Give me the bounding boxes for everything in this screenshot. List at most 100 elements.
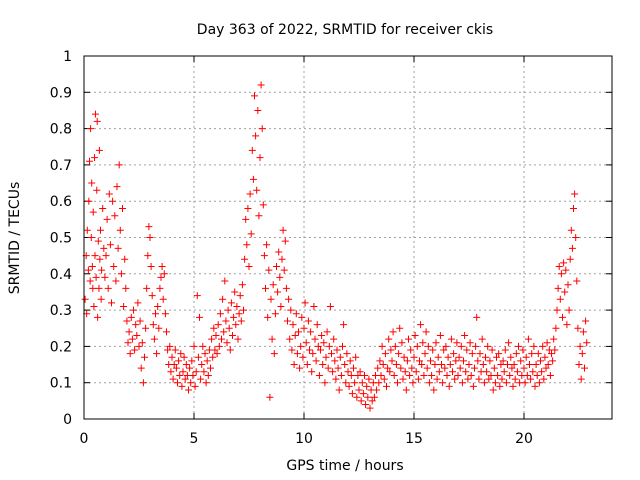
data-point <box>312 357 320 365</box>
data-point <box>440 346 448 354</box>
data-point <box>147 263 155 271</box>
data-point <box>457 342 465 350</box>
data-point <box>419 339 427 347</box>
data-point <box>264 313 272 321</box>
data-point <box>581 364 588 372</box>
data-point <box>122 284 130 292</box>
y-tick-label: 0.9 <box>50 85 72 101</box>
data-point <box>570 204 577 212</box>
data-point <box>428 371 436 379</box>
data-point <box>197 375 205 383</box>
data-point <box>469 382 477 390</box>
data-point <box>511 375 519 383</box>
data-point <box>308 368 316 376</box>
data-point <box>451 375 459 383</box>
data-point <box>552 324 560 332</box>
data-point <box>268 335 276 343</box>
data-point <box>332 375 340 383</box>
data-point <box>284 317 291 325</box>
data-point <box>91 110 99 118</box>
data-point <box>271 310 279 318</box>
data-point <box>488 346 496 354</box>
data-point <box>291 332 299 340</box>
data-point <box>83 226 91 234</box>
data-point <box>418 361 426 369</box>
data-point <box>273 263 280 271</box>
data-point <box>218 335 225 343</box>
data-point <box>216 310 224 318</box>
data-point <box>463 346 471 354</box>
data-point <box>465 361 473 369</box>
data-point <box>203 357 211 365</box>
data-point <box>383 382 390 390</box>
data-point <box>258 125 266 133</box>
y-tick-label: 0.2 <box>50 339 72 355</box>
data-point <box>105 190 113 198</box>
data-point <box>81 295 89 303</box>
data-point <box>341 361 349 369</box>
data-point <box>227 299 235 307</box>
data-point <box>573 277 581 285</box>
data-point <box>321 379 329 387</box>
data-point <box>539 342 547 350</box>
data-point <box>397 364 405 372</box>
data-point <box>409 379 417 387</box>
data-point <box>93 186 101 194</box>
data-point <box>156 284 164 292</box>
data-point <box>339 342 346 350</box>
data-point <box>124 339 132 347</box>
data-point <box>207 364 214 372</box>
data-point <box>359 390 367 398</box>
data-point <box>335 386 343 394</box>
data-point <box>318 332 326 340</box>
data-point <box>402 386 410 394</box>
data-point <box>398 339 406 347</box>
data-point <box>505 339 513 347</box>
data-point <box>466 339 474 347</box>
data-point <box>357 397 365 405</box>
data-point <box>329 368 337 376</box>
data-point <box>423 364 431 372</box>
data-point <box>114 244 122 252</box>
data-point <box>454 371 462 379</box>
data-point <box>364 393 372 401</box>
data-point <box>138 339 146 347</box>
data-point <box>464 375 472 383</box>
data-point <box>295 328 302 336</box>
y-tick-label: 1 <box>63 49 72 65</box>
data-point <box>249 175 257 183</box>
data-point <box>522 353 530 361</box>
data-point <box>139 379 147 387</box>
data-point <box>153 350 161 358</box>
data-point <box>408 364 416 372</box>
data-point <box>399 375 407 383</box>
data-point <box>394 379 401 387</box>
data-point <box>491 379 499 387</box>
data-point <box>490 364 498 372</box>
data-point <box>299 353 307 361</box>
data-point <box>430 386 438 394</box>
data-point <box>270 350 278 358</box>
data-point <box>248 146 256 154</box>
data-point <box>328 350 335 358</box>
data-point <box>416 357 423 365</box>
data-point <box>130 306 137 314</box>
y-tick-label: 0.7 <box>50 158 72 174</box>
data-point <box>108 299 115 307</box>
data-point <box>188 357 196 365</box>
data-point <box>326 302 334 310</box>
data-point <box>319 361 327 369</box>
data-point <box>546 371 554 379</box>
data-point <box>196 313 203 321</box>
data-point <box>158 263 166 271</box>
data-point <box>330 335 338 343</box>
data-point <box>562 266 570 274</box>
data-point <box>501 346 509 354</box>
data-point <box>474 357 482 365</box>
data-point <box>513 368 521 376</box>
data-point <box>143 284 151 292</box>
data-point <box>255 212 263 220</box>
data-point <box>484 342 492 350</box>
data-point <box>541 353 549 361</box>
data-point <box>237 317 245 325</box>
